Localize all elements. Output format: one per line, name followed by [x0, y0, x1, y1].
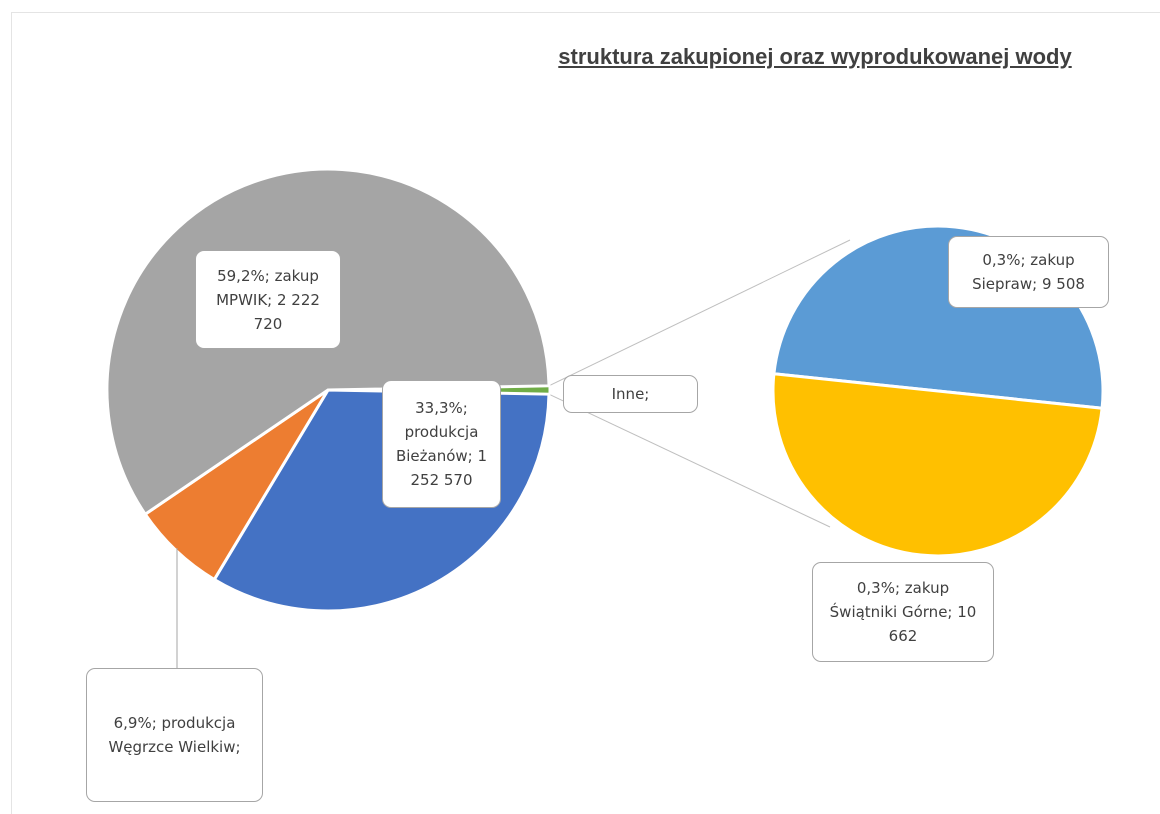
- chart-frame: [11, 12, 1160, 814]
- data-label: 0,3%; zakup Siepraw; 9 508: [948, 236, 1109, 308]
- data-label: 59,2%; zakup MPWIK; 2 222 720: [195, 250, 341, 349]
- pie-slice: [771, 372, 1104, 558]
- chart-title: struktura zakupionej oraz wyprodukowanej…: [558, 44, 1072, 69]
- connector-line: [548, 239, 851, 387]
- data-label: 0,3%; zakup Świątniki Górne; 10 662: [812, 562, 994, 662]
- data-label: Inne;: [563, 375, 698, 413]
- connector-line: [548, 393, 831, 528]
- data-label: 6,9%; produkcja Węgrzce Wielkiw;: [86, 668, 263, 802]
- data-label: 33,3%; produkcja Bieżanów; 1 252 570: [382, 380, 501, 508]
